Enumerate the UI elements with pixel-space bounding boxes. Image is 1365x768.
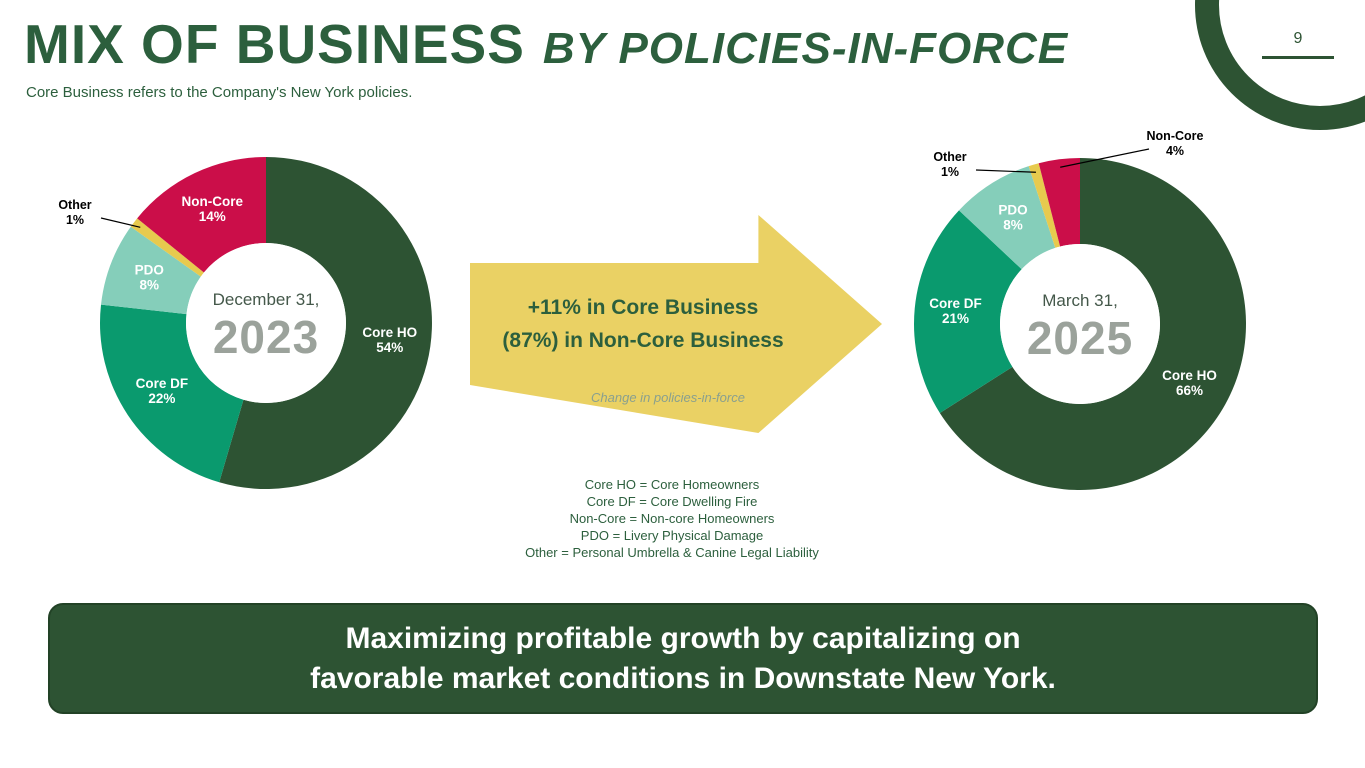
slice-label-core-df: Core DF 22%: [136, 376, 189, 406]
slice-label-pdo: PDO 8%: [135, 262, 164, 292]
legend-line: Non-Core = Non-core Homeowners: [569, 511, 775, 526]
legend-block: Core HO = Core Homeowners Core DF = Core…: [372, 476, 972, 561]
donut-slice-non-core: [137, 157, 266, 273]
legend-line: Core HO = Core Homeowners: [584, 477, 760, 492]
legend-line: Other = Personal Umbrella & Canine Legal…: [525, 545, 819, 560]
center-date-label: December 31,: [213, 290, 320, 309]
arrow-line-1: +11% in Core Business: [527, 296, 759, 319]
arrow-text: +11% in Core Business (87%) in Non-Core …: [486, 263, 799, 385]
slice-label-other: Other 1%: [58, 198, 91, 227]
slice-label-pdo: PDO 8%: [998, 202, 1027, 232]
donut-slice-core-df: [913, 210, 1022, 413]
corner-ring-decoration: [1195, 0, 1365, 130]
donut-hole: [186, 243, 346, 403]
donut-slice-core-df: [99, 304, 244, 483]
center-year-label: 2025: [1027, 312, 1133, 364]
arrow-line-2: (87%) in Non-Core Business: [502, 329, 784, 352]
page-subtitle: Core Business refers to the Company's Ne…: [26, 84, 413, 101]
donut-slice-core-ho: [219, 157, 432, 490]
legend-line: PDO = Livery Physical Damage: [580, 528, 764, 543]
donut-chart-2025: March 31, 2025 Core HO 66% Core DF 21% PDO 8% Ot…: [913, 129, 1246, 490]
donut-hole: [1000, 244, 1160, 404]
center-year-label: 2023: [213, 311, 319, 363]
banner-line-1: Maximizing profitable growth by capitali…: [345, 621, 1021, 655]
slice-leader-line-other: [100, 217, 141, 228]
page-number: 9: [1262, 30, 1334, 59]
donut-chart-2023: December 31, 2023 Core HO 54% Core DF 22% PDO 8…: [58, 157, 432, 490]
slice-label-non-core: Non-Core 14%: [182, 194, 244, 224]
banner-line-2: favorable market conditions in Downstate…: [310, 661, 1056, 695]
slice-label-other: Other 1%: [933, 150, 966, 179]
slice-label-core-df: Core DF 21%: [929, 296, 982, 326]
slice-label-core-ho: Core HO 66%: [1162, 368, 1217, 398]
slice-leader-line-non-core: [1060, 148, 1150, 168]
page-title: MIX OF BUSINESS: [24, 13, 525, 75]
donut-slice-non-core: [1038, 158, 1080, 247]
slice-label-core-ho: Core HO 54%: [362, 325, 417, 355]
donut-slice-other: [1028, 163, 1061, 248]
donut-slice-core-ho: [939, 158, 1246, 490]
legend-line: Core DF = Core Dwelling Fire: [586, 494, 758, 509]
page-title-qualifier: BY POLICIES-IN-FORCE: [542, 24, 1069, 73]
banner: Maximizing profitable growth by capitali…: [48, 603, 1318, 714]
center-date-label: March 31,: [1042, 291, 1118, 310]
title-row: MIX OF BUSINESS BY POLICIES-IN-FORCE: [24, 12, 1068, 76]
donut-slice-other: [130, 218, 204, 277]
slice-label-non-core: Non-Core 4%: [1147, 129, 1204, 158]
slice-leader-line-other: [975, 169, 1036, 173]
donut-slice-pdo: [101, 226, 201, 315]
arrow-caption: Change in policies-in-force: [591, 390, 745, 405]
donut-slice-pdo: [958, 166, 1056, 270]
